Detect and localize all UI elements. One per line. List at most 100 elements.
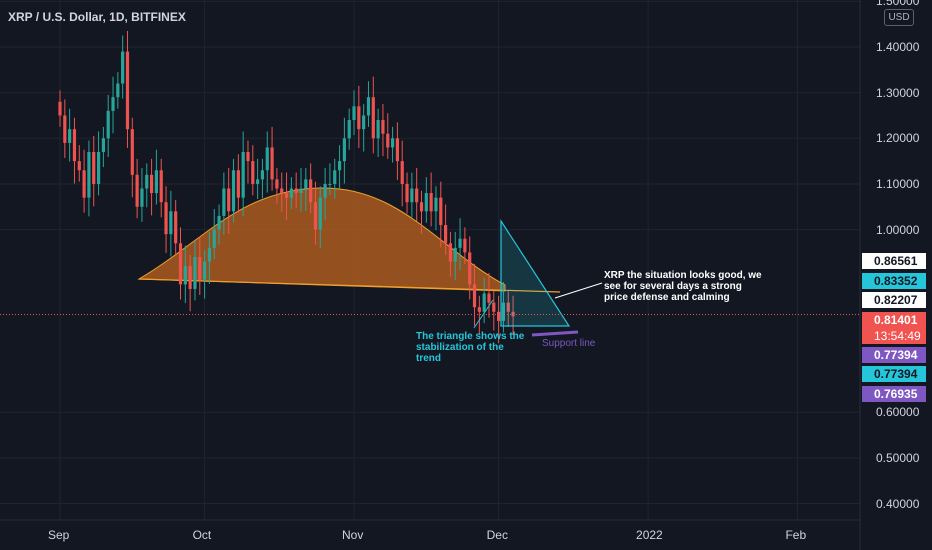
price-tag-countdown: 13:54:49 <box>874 328 921 343</box>
candle-body <box>72 129 77 162</box>
x-tick-label: Feb <box>785 528 807 542</box>
candle-body <box>284 193 289 198</box>
candle-body <box>111 97 115 111</box>
annotation-triangle: The triangle shows the stabilization of … <box>416 331 525 364</box>
candle-body <box>236 170 240 198</box>
candle-body <box>424 193 428 212</box>
candle-body <box>492 302 496 312</box>
candle-body <box>159 170 163 203</box>
candle-body <box>116 83 120 98</box>
candle-body <box>352 106 356 121</box>
candle-body <box>434 197 438 212</box>
candle-body <box>149 174 154 194</box>
y-tick-label: 1.40000 <box>876 40 920 54</box>
candle-body <box>169 211 173 235</box>
candle-body <box>265 147 269 171</box>
candle-body <box>58 101 62 116</box>
candle-body <box>419 202 424 212</box>
price-tag: 0.82207 <box>862 292 926 308</box>
candle-body <box>193 256 197 289</box>
candle-body <box>251 161 255 184</box>
price-tag: 0.83352 <box>862 272 926 289</box>
candle-body <box>328 183 332 185</box>
candle-body <box>477 307 481 312</box>
candle-body <box>246 151 250 162</box>
candle-body <box>405 183 409 203</box>
candle-body <box>82 170 86 198</box>
price-tag: 0.77394 <box>862 346 926 363</box>
triangle-callout-line <box>473 299 494 329</box>
candle-body <box>395 138 399 162</box>
candle-body <box>497 311 501 321</box>
candle-body <box>415 188 419 203</box>
candle-body <box>154 170 158 194</box>
candle-body <box>366 97 371 116</box>
candle-body <box>376 120 380 139</box>
candle-body <box>188 266 192 289</box>
candle-body <box>400 161 404 184</box>
candle-body <box>231 170 236 212</box>
candle-body <box>439 197 443 226</box>
x-tick-label: Oct <box>192 528 212 542</box>
candle-body <box>130 129 134 175</box>
x-tick-label: Nov <box>342 528 364 542</box>
y-tick-label: 1.10000 <box>876 176 920 191</box>
candle-body <box>207 247 212 262</box>
candle-body <box>222 188 226 216</box>
candle-body <box>275 179 279 189</box>
chart-title: XRP / U.S. Dollar, 1D, BITFINEX <box>8 10 186 24</box>
price-tag-value: 0.83352 <box>874 273 918 288</box>
candle-body <box>135 174 139 207</box>
candle-body <box>294 188 298 194</box>
candle-body <box>121 51 125 84</box>
candle-body <box>227 188 231 212</box>
candle-body <box>125 51 130 130</box>
candle-body <box>468 252 472 285</box>
price-tag-value: 0.82207 <box>874 293 918 307</box>
price-tag-value: 0.76935 <box>874 386 918 401</box>
callout-line <box>554 282 603 299</box>
candle-body <box>198 256 202 280</box>
candle-body <box>77 161 81 171</box>
candle-body <box>463 238 467 253</box>
candle-body <box>410 188 414 203</box>
y-tick-label: 1.00000 <box>876 222 920 237</box>
candle-body <box>501 302 506 321</box>
x-tick-label: Sep <box>48 528 70 542</box>
candle-body <box>241 151 245 198</box>
candle-body <box>183 266 187 285</box>
x-tick-label: Dec <box>486 528 508 542</box>
candle-body <box>482 293 486 312</box>
candle-body <box>347 120 351 139</box>
candle-body <box>96 151 101 184</box>
candle-body <box>174 211 178 244</box>
candle-body <box>299 188 303 194</box>
candle-body <box>333 170 337 184</box>
candle-body <box>487 293 491 303</box>
candle-body <box>337 161 342 171</box>
annotation-support-line: Support line <box>542 338 596 349</box>
candle-body <box>304 179 308 189</box>
triangle-pattern <box>500 218 571 327</box>
candle-body <box>289 188 293 198</box>
candle-body <box>342 138 346 162</box>
candle-body <box>87 151 91 198</box>
candle-body <box>178 243 183 285</box>
candle-body <box>313 202 318 230</box>
candle-body <box>92 151 96 184</box>
y-tick-label: 0.40000 <box>876 496 920 511</box>
price-tag-value: 0.77394 <box>874 367 918 381</box>
candle-body <box>381 120 385 134</box>
candle-body <box>318 197 322 230</box>
candle-body <box>472 284 477 308</box>
candle-body <box>448 243 453 262</box>
price-tag: 0.81401 13:54:49 <box>862 311 926 344</box>
y-tick-label: 0.50000 <box>876 450 920 465</box>
currency-button[interactable]: USD <box>884 9 914 26</box>
candle-body <box>164 202 168 235</box>
candle-body <box>145 174 149 189</box>
y-tick-label: 0.60000 <box>876 405 920 420</box>
candle-body <box>212 229 216 248</box>
candle-body <box>506 302 510 312</box>
